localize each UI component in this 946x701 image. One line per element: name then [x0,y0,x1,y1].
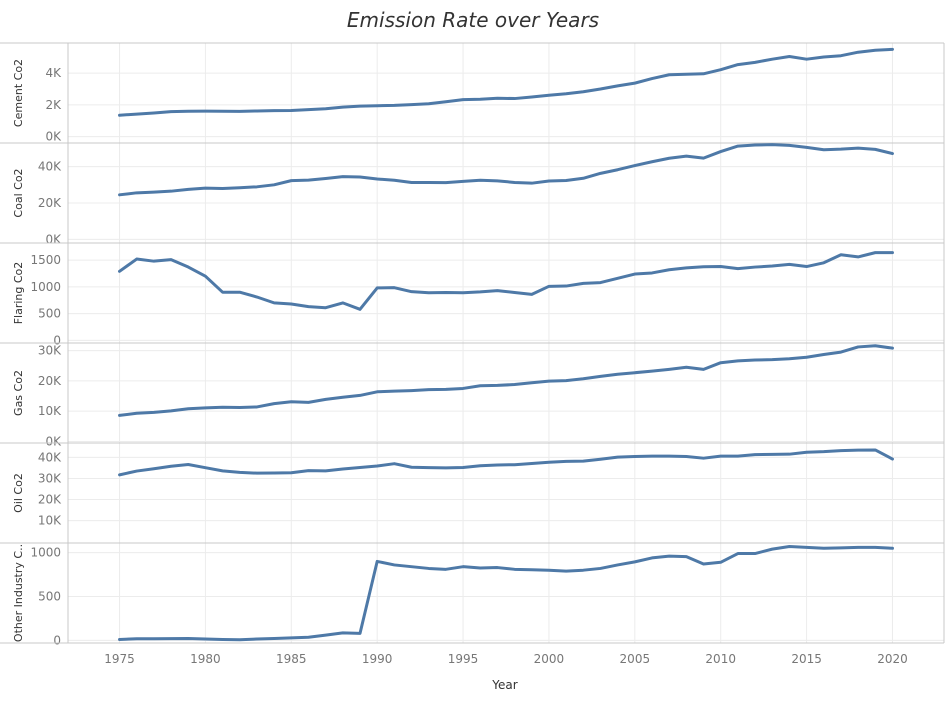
series-line-3 [118,251,894,311]
y-tick-label: 1000 [30,280,61,294]
x-tick-label: 1980 [190,652,221,666]
y-tick-label: 500 [38,590,61,604]
x-tick-label: 2010 [705,652,736,666]
y-tick-label: 0K [45,434,62,448]
y-tick-label: 40K [38,160,62,174]
y-tick-label: 20K [38,493,62,507]
series-line-2 [118,143,894,197]
y-tick-label: 10K [38,514,62,528]
chart-title: Emission Rate over Years [346,8,600,32]
series-line-4 [118,344,894,417]
y-tick-label: 0 [53,333,61,347]
y-tick-label: 4K [45,66,62,80]
y-tick-label: 0 [53,633,61,647]
y-tick-label: 30K [38,471,62,485]
x-tick-label: 1990 [362,652,393,666]
x-tick-label: 2015 [791,652,822,666]
panel-label: Other Industry C.. [12,544,25,642]
y-tick-label: 20K [38,374,62,388]
panel-label: Coal Co2 [12,168,25,217]
y-tick-label: 500 [38,307,61,321]
y-tick-label: 0K [45,232,62,246]
y-tick-label: 1500 [30,253,61,267]
y-tick-label: 10K [38,404,62,418]
x-tick-label: 2020 [877,652,908,666]
panel-label: Gas Co2 [12,370,25,416]
series-line-6 [118,545,894,642]
panel-label: Flaring Co2 [12,262,25,325]
panel-label: Cement Co2 [12,59,25,127]
y-tick-label: 2K [45,98,62,112]
y-tick-label: 30K [38,344,62,358]
series-line-5 [118,448,894,477]
x-tick-label: 1985 [276,652,307,666]
y-tick-label: 0K [45,130,62,144]
y-tick-label: 1000 [30,546,61,560]
x-tick-label: 1975 [104,652,135,666]
x-axis-label: Year [491,678,517,692]
x-tick-label: 2005 [620,652,651,666]
panel-label: Oil Co2 [12,473,25,513]
x-tick-label: 1995 [448,652,479,666]
y-tick-label: 20K [38,196,62,210]
series-line-1 [118,47,894,117]
y-tick-label: 40K [38,450,62,464]
x-tick-label: 2000 [534,652,565,666]
